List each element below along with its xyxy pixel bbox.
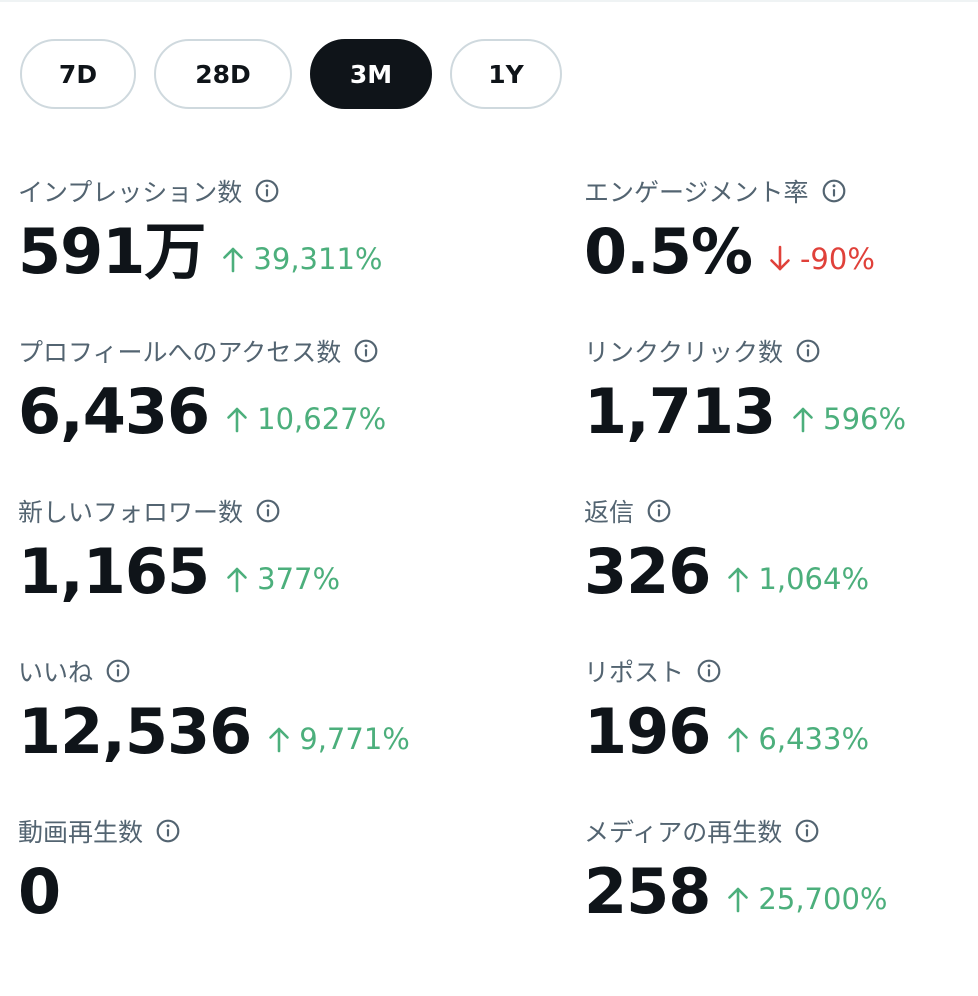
arrow-up-icon	[225, 405, 249, 433]
metric-label: いいね	[18, 658, 94, 687]
metric-change: 39,311%	[221, 242, 382, 276]
metric-label: リポスト	[584, 658, 685, 687]
arrow-up-icon	[726, 565, 750, 593]
metric-value: 591万	[18, 215, 206, 288]
info-icon[interactable]	[105, 658, 131, 684]
metric-media-views: メディアの再生数 258 25,700%	[584, 811, 974, 929]
metric-label: インプレッション数	[18, 178, 243, 207]
metric-link-clicks: リンククリック数 1,713 596%	[584, 331, 974, 449]
metric-change: 10,627%	[225, 402, 386, 436]
metric-label: 新しいフォロワー数	[18, 498, 244, 527]
time-range-selector: 7D 28D 3M 1Y	[20, 39, 562, 109]
metric-change-value: 1,064%	[758, 562, 869, 596]
metric-value: 196	[584, 695, 711, 768]
metric-label: プロフィールへのアクセス数	[18, 338, 342, 367]
metric-profile-visits: プロフィールへのアクセス数 6,436 10,627%	[18, 331, 408, 449]
metric-change: 596%	[791, 402, 906, 436]
metric-reposts: リポスト 196 6,433%	[584, 651, 974, 769]
metric-value: 1,713	[584, 375, 776, 448]
info-icon[interactable]	[255, 498, 281, 524]
metric-impressions: インプレッション数 591万 39,311%	[18, 171, 408, 289]
metric-label: メディアの再生数	[584, 818, 783, 847]
metric-change-value: 39,311%	[253, 242, 383, 276]
metric-value: 0.5%	[584, 215, 753, 288]
arrow-up-icon	[791, 405, 815, 433]
range-1y-button[interactable]: 1Y	[450, 39, 562, 109]
info-icon[interactable]	[353, 338, 379, 364]
metric-label: エンゲージメント率	[584, 178, 809, 207]
info-icon[interactable]	[254, 178, 280, 204]
arrow-up-icon	[225, 565, 249, 593]
metric-label: 返信	[584, 498, 635, 527]
metric-change-value: 596%	[823, 402, 907, 436]
metric-replies: 返信 326 1,064%	[584, 491, 974, 609]
info-icon[interactable]	[794, 818, 820, 844]
info-icon[interactable]	[696, 658, 722, 684]
metric-value: 6,436	[18, 375, 210, 448]
arrow-up-icon	[726, 725, 750, 753]
metric-change: 25,700%	[726, 882, 887, 916]
arrow-up-icon	[221, 245, 245, 273]
range-3m-button[interactable]: 3M	[310, 39, 432, 109]
arrow-up-icon	[726, 885, 750, 913]
info-icon[interactable]	[155, 818, 181, 844]
metric-change-value: 25,700%	[758, 882, 888, 916]
metric-change-value: 10,627%	[257, 402, 387, 436]
metric-likes: いいね 12,536 9,771%	[18, 651, 410, 769]
arrow-up-icon	[267, 725, 291, 753]
metric-new-followers: 新しいフォロワー数 1,165 377%	[18, 491, 408, 609]
metric-change: 9,771%	[267, 722, 410, 756]
info-icon[interactable]	[821, 178, 847, 204]
metric-video-views: 動画再生数 0	[18, 811, 408, 929]
metric-change-value: 377%	[257, 562, 341, 596]
metric-label: リンククリック数	[584, 338, 784, 367]
metric-change-value: 6,433%	[758, 722, 869, 756]
metric-label: 動画再生数	[18, 818, 144, 847]
info-icon[interactable]	[795, 338, 821, 364]
metric-change: 6,433%	[726, 722, 869, 756]
metric-change-value: -90%	[799, 242, 875, 276]
range-28d-button[interactable]: 28D	[154, 39, 292, 109]
metric-change: 1,064%	[726, 562, 869, 596]
metric-value: 258	[584, 855, 711, 928]
arrow-down-icon	[768, 245, 792, 273]
metric-value: 326	[584, 535, 711, 608]
range-7d-button[interactable]: 7D	[20, 39, 136, 109]
metric-value: 1,165	[18, 535, 210, 608]
info-icon[interactable]	[646, 498, 672, 524]
metric-change: -90%	[768, 242, 875, 276]
metric-change-value: 9,771%	[299, 722, 410, 756]
metric-value: 12,536	[18, 695, 252, 768]
metric-value: 0	[18, 855, 61, 928]
metric-change: 377%	[225, 562, 340, 596]
metric-engagement-rate: エンゲージメント率 0.5% -90%	[584, 171, 974, 289]
top-divider	[0, 0, 978, 2]
